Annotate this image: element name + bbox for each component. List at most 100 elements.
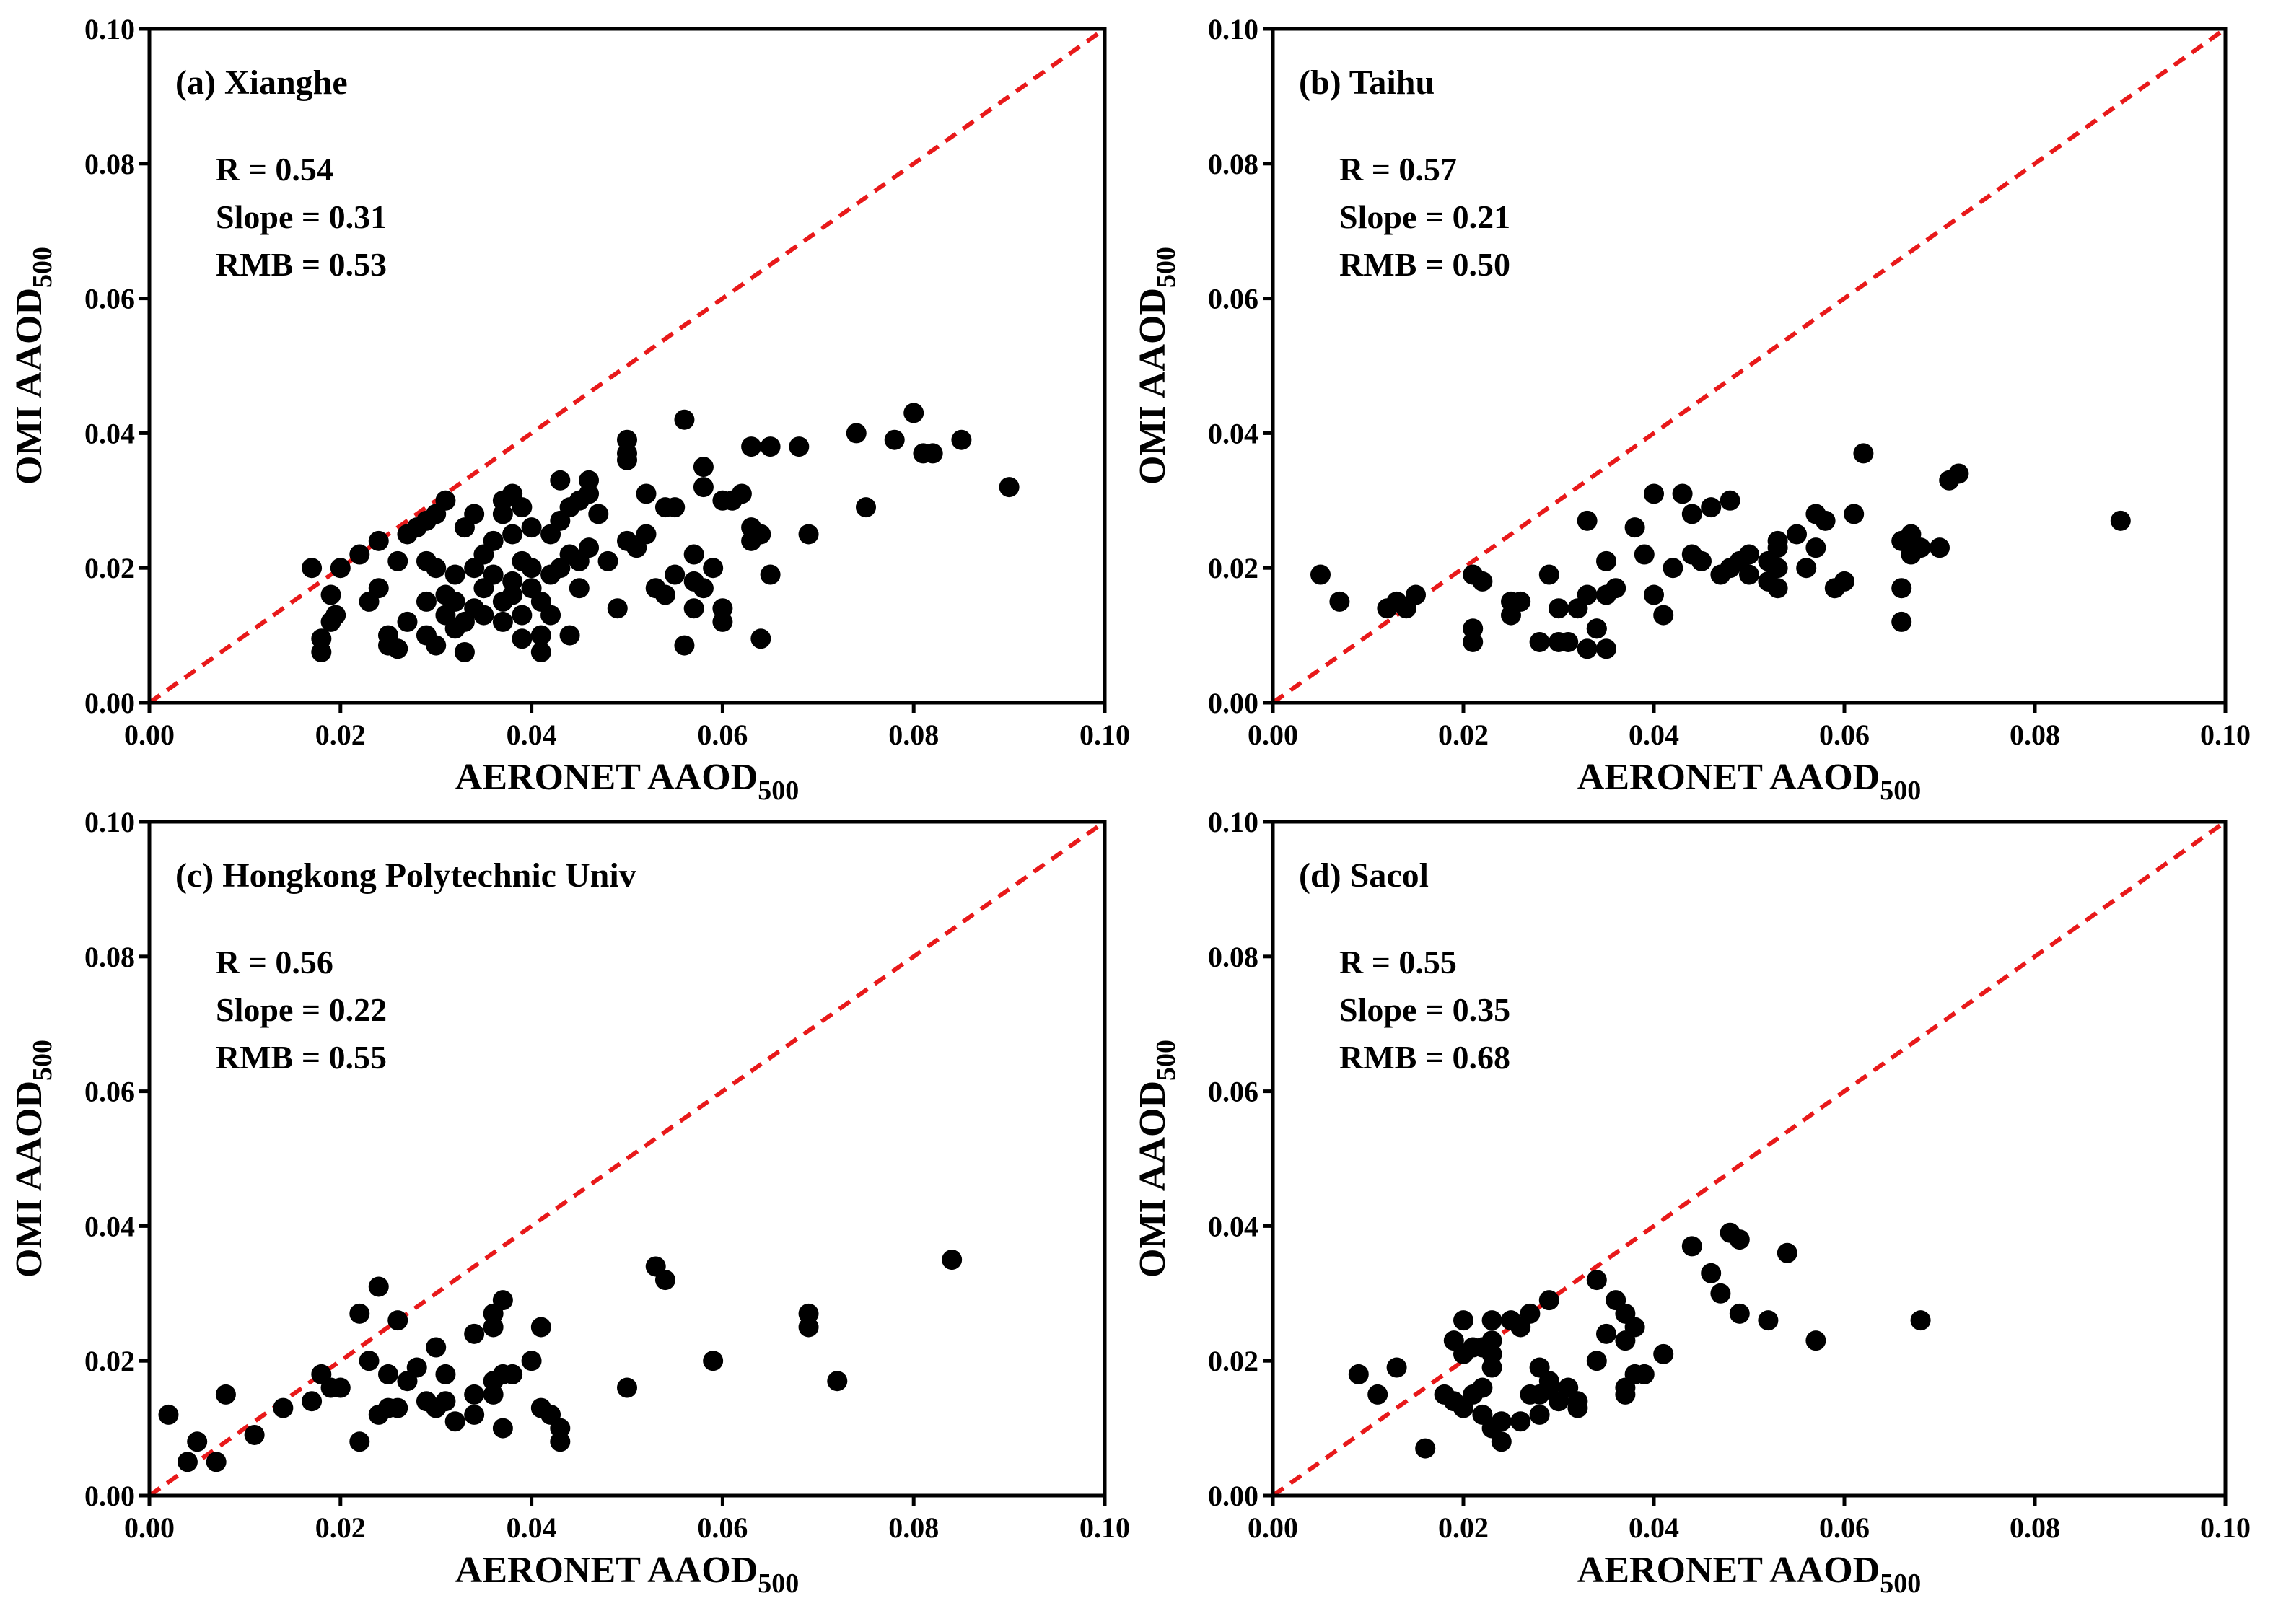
scatter-point	[693, 477, 714, 498]
scatter-point	[1720, 490, 1740, 511]
scatter-point	[273, 1397, 294, 1418]
scatter-point	[311, 641, 332, 662]
scatter-point	[1805, 1330, 1826, 1351]
scatter-point	[2110, 510, 2131, 531]
x-tick-label: 0.04	[507, 1511, 557, 1544]
scatter-point	[158, 1404, 179, 1425]
scatter-point	[1787, 524, 1807, 545]
scatter-point	[1472, 1377, 1493, 1398]
scatter-point	[1691, 550, 1712, 571]
panel-title: (d) Sacol	[1299, 856, 1429, 895]
y-tick-label: 0.10	[1208, 806, 1258, 838]
y-tick-label: 0.04	[84, 1210, 135, 1242]
scatter-point	[1624, 517, 1645, 538]
panel: 0.00 0.02 0.04 0.06 0.08 0.10 0.00 0.02 0.04 0.06…	[9, 806, 1130, 1599]
y-tick-label: 0.04	[1208, 417, 1258, 449]
scatter-point	[1577, 638, 1598, 659]
scatter-point	[1520, 1303, 1541, 1324]
scatter-point	[325, 605, 346, 626]
scatter-point	[559, 625, 580, 646]
x-axis-label: AERONET AAOD500	[455, 757, 799, 806]
scatter-point	[521, 558, 542, 579]
scatter-point	[693, 578, 714, 599]
scatter-point	[1596, 1323, 1616, 1344]
y-tick-label: 0.00	[1208, 687, 1258, 719]
scatter-point	[951, 429, 972, 450]
y-axis-label-main: OMI AAOD	[9, 288, 50, 485]
scatter-point	[1529, 631, 1550, 652]
scatter-point	[750, 628, 771, 649]
scatter-point	[368, 1276, 389, 1297]
scatter-point	[1653, 605, 1674, 626]
x-axis-label: AERONET AAOD500	[455, 1550, 799, 1599]
x-tick-label: 0.08	[2010, 719, 2060, 751]
scatter-point	[1586, 1351, 1607, 1371]
scatter-point	[1777, 1242, 1797, 1263]
scatter-point	[302, 1391, 323, 1412]
scatter-point	[1701, 497, 1722, 518]
scatter-point	[750, 524, 771, 545]
scatter-point	[683, 598, 704, 619]
x-tick-label: 0.00	[124, 1511, 175, 1544]
y-tick-label: 0.10	[84, 806, 135, 838]
scatter-point	[530, 625, 551, 646]
x-axis-label-main: AERONET AAOD	[455, 757, 758, 798]
x-tick-label: 0.00	[124, 719, 175, 751]
axes-frame	[1271, 27, 2228, 705]
scatter-point	[1406, 584, 1426, 605]
scatter-point	[387, 638, 408, 659]
scatter-point	[1481, 1310, 1502, 1331]
scatter-point	[492, 504, 513, 524]
scatter-point	[1415, 1438, 1436, 1459]
y-tick-label: 0.08	[1208, 941, 1258, 973]
scatter-point	[483, 530, 504, 551]
y-tick-label: 0.08	[84, 941, 135, 973]
scatter-point	[999, 477, 1020, 498]
y-tick-label: 0.06	[1208, 283, 1258, 315]
scatter-point	[492, 611, 513, 632]
x-tick-label: 0.06	[1819, 719, 1870, 751]
scatter-point	[654, 584, 675, 605]
x-tick-label: 0.06	[1819, 1511, 1870, 1544]
axes-frame	[147, 27, 1107, 705]
y-tick-label: 0.02	[84, 552, 135, 584]
scatter-point	[435, 490, 456, 511]
scatter-point	[1653, 1343, 1674, 1364]
scatter-point	[760, 564, 781, 585]
scatter-point	[444, 591, 465, 612]
x-tick-label: 0.02	[315, 719, 366, 751]
scatter-point	[674, 409, 695, 430]
scatter-point	[1549, 598, 1569, 619]
scatter-point	[215, 1384, 236, 1405]
y-axis-label-main: OMI AAOD	[9, 1081, 50, 1278]
scatter-point	[1805, 537, 1826, 558]
scatter-point	[903, 403, 924, 423]
scatter-point	[1644, 584, 1664, 605]
scatter-point	[387, 1397, 408, 1418]
y-axis-label-sub: 500	[1151, 247, 1181, 288]
x-tick-label: 0.08	[2010, 1511, 2060, 1544]
y-tick-label: 0.10	[1208, 13, 1258, 45]
scatter-point	[1910, 537, 1931, 558]
scatter-point	[454, 641, 475, 662]
scatter-point	[1701, 1263, 1722, 1283]
scatter-point	[1644, 483, 1664, 504]
panel-title: (b) Taihu	[1299, 63, 1435, 102]
annotation: Slope = 0.35	[1339, 991, 1510, 1028]
annotation: R = 0.54	[216, 151, 333, 188]
scatter-point	[846, 423, 867, 444]
panel: 0.00 0.02 0.04 0.06 0.08 0.10 0.00 0.02 0.04 0.06…	[1132, 13, 2251, 806]
annotation: R = 0.56	[216, 944, 333, 980]
x-axis-label: AERONET AAOD500	[1577, 757, 1921, 806]
scatter-point	[502, 584, 523, 605]
scatter-point	[368, 530, 389, 551]
scatter-point	[1567, 1397, 1588, 1418]
scatter-point	[1796, 558, 1817, 579]
scatter-point	[884, 429, 905, 450]
annotation: R = 0.55	[1339, 944, 1457, 980]
scatter-point	[798, 1317, 819, 1338]
scatter-point	[588, 504, 609, 524]
scatter-point	[636, 524, 657, 545]
y-tick-label: 0.00	[84, 687, 135, 719]
